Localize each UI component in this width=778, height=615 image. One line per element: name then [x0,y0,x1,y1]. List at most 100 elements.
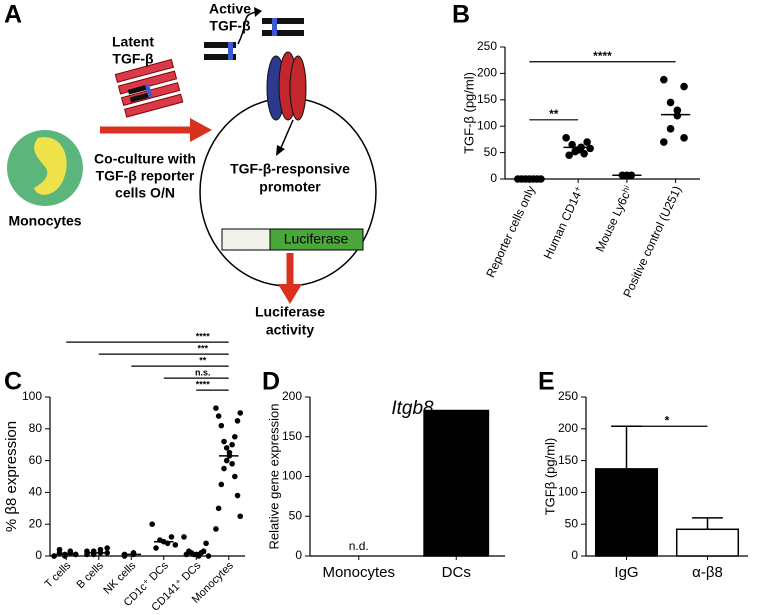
y-axis-label: % β8 expression [3,421,20,532]
data-point [221,438,227,445]
panel-label: B [452,1,470,29]
bar [423,409,490,557]
data-point [680,134,688,142]
data-point [104,545,110,551]
latent-label: TGF-β [112,51,154,67]
y-tick-label: 200 [558,421,578,435]
data-point [181,534,187,540]
coculture-label: TGF-β reporter [96,168,195,184]
data-point [237,410,244,416]
y-tick-label: 150 [558,453,578,467]
bar [594,468,659,557]
data-point [229,441,235,448]
panel-label: D [262,368,280,396]
data-point [218,422,225,429]
active-label: Active [209,1,251,17]
panel-label: A [4,1,22,29]
significance-label: **** [593,49,612,63]
panel-label: C [4,368,22,396]
data-point [234,418,241,424]
data-point [153,545,159,551]
data-point [215,413,222,419]
diagram: Latent TGF-β Active TGF-β Co-culture wit… [7,1,377,338]
data-point [232,433,238,440]
panel-label: E [538,368,555,396]
data-point [666,125,675,133]
x-tick-label: Monocytes [322,564,395,581]
promoter-label: TGF-β-responsive [230,161,350,177]
y-tick-label: 250 [558,389,578,403]
data-point [213,526,219,532]
luciferase-box [269,228,364,251]
data-point [205,553,212,559]
arrow-head [278,284,302,304]
data-point [213,405,219,411]
data-point [203,540,209,547]
cell-label: Monocytes [8,213,81,229]
x-tick-label: α-β8 [692,564,723,581]
data-point [172,542,179,548]
data-point [562,134,570,142]
data-point [223,457,230,464]
data-point [51,553,57,559]
y-tick-label: 0 [35,548,42,562]
y-tick-label: 40 [29,485,43,499]
y-axis-label: TGF-β (pg/ml) [461,72,476,154]
data-point [666,98,675,107]
y-tick-label: 100 [22,389,42,403]
significance-label: ** [549,107,559,121]
arrow-head [276,145,285,156]
data-point [234,492,241,499]
data-point [215,505,222,512]
data-point [195,553,202,559]
promoter-label: promoter [259,179,321,195]
y-tick-label: 250 [477,39,497,53]
readout-label: activity [266,322,314,338]
x-tick-label: IgG [614,564,638,581]
data-point [673,111,682,120]
y-tick-label: 100 [282,469,302,483]
data-point [149,521,155,527]
nucleus [34,137,67,195]
data-point [168,534,175,540]
active-tgfb [204,7,304,60]
y-axis-label: Relative gene expression [266,404,281,550]
data-point [56,546,63,553]
luciferase-label: Luciferase [284,231,349,247]
significance-label: **** [196,380,211,390]
y-tick-label: 60 [29,453,43,467]
data-point [84,548,90,555]
value-label: n.d. [349,539,369,553]
data-point [237,513,244,520]
y-tick-label: 200 [282,389,302,403]
data-point [221,465,227,472]
y-tick-label: 80 [29,421,43,435]
data-point [580,149,588,158]
latent-label: Latent [112,34,154,50]
y-tick-label: 20 [29,516,43,530]
readout-label: Luciferase [255,304,325,320]
y-axis-label: TGFβ (pg/ml) [542,438,557,516]
data-point [223,445,230,451]
coculture-label: cells O/N [115,185,175,201]
y-tick-label: 100 [477,118,497,132]
data-point [660,75,668,84]
y-tick-label: 100 [558,485,578,499]
data-point [680,82,688,91]
y-tick-label: 0 [295,548,302,562]
y-tick-label: 0 [490,171,497,185]
data-point [673,106,682,115]
significance-label: *** [197,344,208,354]
active-label: TGF-β [209,18,251,34]
monocyte [7,130,83,206]
significance-label: * [665,413,670,427]
significance-label: n.s. [195,368,211,378]
promoter-box [221,228,271,251]
data-point [660,138,668,146]
significance-label: **** [196,332,211,342]
coculture-label: Co-culture with [94,151,196,167]
y-tick-label: 150 [282,429,302,443]
data-point [586,144,594,153]
